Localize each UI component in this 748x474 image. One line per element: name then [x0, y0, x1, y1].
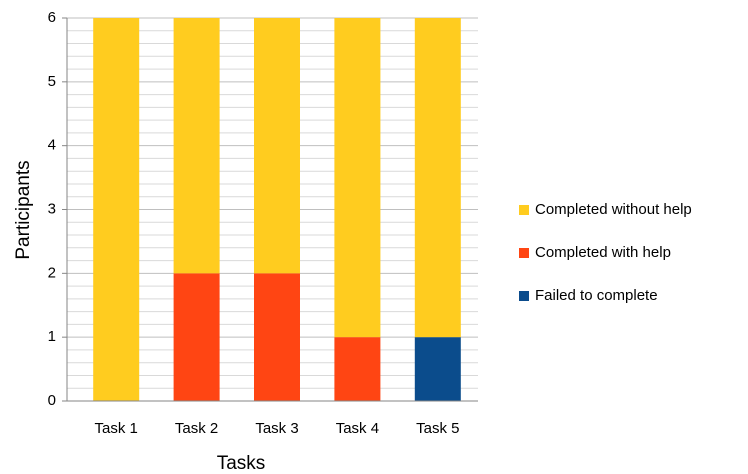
x-axis-title: Tasks [217, 453, 266, 474]
x-tick-label: Task 3 [255, 420, 298, 437]
y-tick-label: 2 [48, 264, 56, 281]
legend-swatch [519, 205, 529, 215]
y-tick-label: 4 [48, 137, 56, 154]
x-tick-label: Task 2 [175, 420, 218, 437]
x-tick-label: Task 1 [95, 420, 138, 437]
y-tick-label: 3 [48, 200, 56, 217]
y-tick-label: 1 [48, 328, 56, 345]
legend-label: Completed without help [535, 201, 692, 218]
bar-segment [334, 337, 381, 401]
bar-segment [93, 18, 140, 401]
x-tick-label: Task 4 [336, 420, 379, 437]
bar-segment [254, 18, 300, 274]
legend-swatch [519, 248, 529, 258]
x-tick-label: Task 5 [416, 420, 459, 437]
y-tick-label: 0 [48, 392, 56, 409]
legend-swatch [519, 291, 529, 301]
y-tick-label: 5 [48, 73, 56, 90]
bar-segment [334, 18, 381, 338]
y-tick-label: 6 [48, 9, 56, 26]
bar-segment [173, 18, 220, 274]
y-axis-title: Participants [13, 160, 34, 259]
legend-label: Failed to complete [535, 287, 658, 304]
bar-segment [254, 273, 300, 401]
bar-segment [414, 337, 461, 401]
bar-segment [414, 18, 461, 338]
bar-segment [173, 273, 220, 401]
legend-label: Completed with help [535, 244, 671, 261]
